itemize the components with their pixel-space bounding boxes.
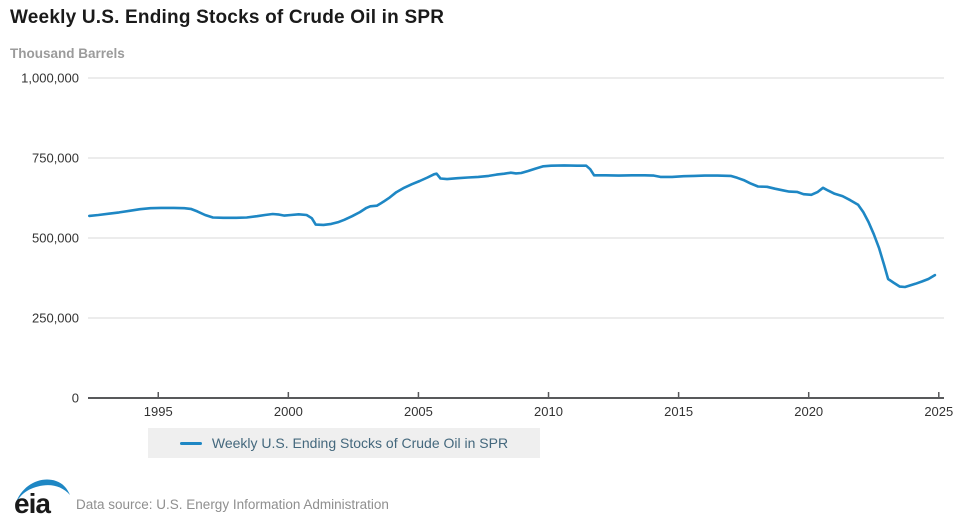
x-axis-tick-label: 2025 — [924, 404, 953, 419]
y-axis-tick-label: 1,000,000 — [21, 71, 79, 86]
y-axis-tick-label: 500,000 — [32, 231, 79, 246]
legend-line-swatch — [179, 441, 202, 445]
y-axis-tick-label: 750,000 — [32, 151, 79, 166]
y-axis-tick-label: 250,000 — [32, 311, 79, 326]
legend-series-label: Weekly U.S. Ending Stocks of Crude Oil i… — [211, 435, 509, 451]
y-axis-tick-label: 0 — [72, 391, 79, 406]
chart-plot-area: 0 250,000 500,000 750,000 1,000,000 1995 2000 2… — [21, 71, 953, 420]
x-axis-tick-label: 2010 — [534, 404, 563, 419]
eia-logo-text: eia — [14, 488, 51, 517]
legend[interactable]: Weekly U.S. Ending Stocks of Crude Oil i… — [148, 428, 540, 458]
series-line-spr-stocks — [88, 164, 937, 289]
x-axis-tick-label: 2000 — [274, 404, 303, 419]
footer: eia Data source: U.S. Energy Information… — [0, 470, 958, 523]
x-axis-tick-label: 1995 — [144, 404, 173, 419]
data-source-text: Data source: U.S. Energy Information Adm… — [76, 497, 389, 512]
x-axis-tick-label: 2015 — [664, 404, 693, 419]
x-axis-tick-label: 2005 — [404, 404, 433, 419]
x-axis-tick-label: 2020 — [794, 404, 823, 419]
chart-title: Weekly U.S. Ending Stocks of Crude Oil i… — [10, 7, 445, 28]
eia-logo-swoosh-icon — [15, 479, 70, 505]
chart-units-label: Thousand Barrels — [10, 46, 125, 61]
eia-logo: eia — [14, 479, 70, 517]
